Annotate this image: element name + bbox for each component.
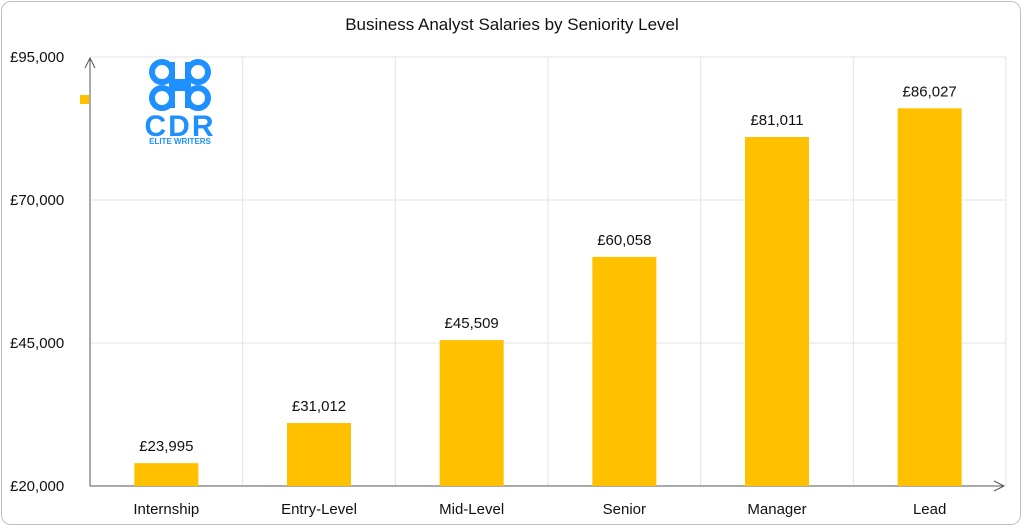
y-tick-labels: £20,000 £45,000 £70,000 £95,000 xyxy=(10,49,64,495)
x-category-label: Manager xyxy=(747,501,806,518)
logo-mark-icon xyxy=(149,59,211,111)
legend-marker xyxy=(80,95,89,104)
x-axis-arrow xyxy=(993,480,1006,492)
bars xyxy=(134,108,962,486)
y-tick-label: £70,000 xyxy=(10,192,64,209)
cdr-logo: CDR ELITE WRITERS xyxy=(145,59,216,146)
bar xyxy=(592,256,657,486)
bar xyxy=(134,463,199,486)
axes xyxy=(84,56,1006,492)
y-axis-arrow xyxy=(84,56,96,69)
logo-text: CDR xyxy=(145,110,216,143)
bar xyxy=(287,423,351,486)
x-category-label: Internship xyxy=(133,501,199,518)
bar-data-label: £86,027 xyxy=(903,83,957,100)
x-category-label: Senior xyxy=(603,501,646,518)
x-category-label: Mid-Level xyxy=(439,501,504,518)
bar-data-label: £31,012 xyxy=(292,398,346,415)
x-category-label: Entry-Level xyxy=(281,501,357,518)
x-category-label: Lead xyxy=(913,501,946,518)
bar-data-label: £23,995 xyxy=(139,438,193,455)
bar xyxy=(439,340,504,486)
bar-data-label: £45,509 xyxy=(445,315,499,332)
bar xyxy=(745,137,809,486)
y-tick-label: £95,000 xyxy=(10,49,64,66)
grid-lines xyxy=(90,56,1007,486)
y-tick-label: £20,000 xyxy=(10,478,64,495)
bar xyxy=(897,108,962,486)
category-labels: Internship Entry-Level Mid-Level Senior Mana… xyxy=(133,501,946,518)
bar-data-label: £60,058 xyxy=(597,232,651,249)
bar-data-label: £81,011 xyxy=(750,112,803,129)
chart-title: Business Analyst Salaries by Seniority L… xyxy=(345,15,679,34)
data-labels: £23,995 £31,012 £45,509 £60,058 £81,011 £86,0… xyxy=(139,83,957,455)
logo-subtext: ELITE WRITERS xyxy=(149,137,211,146)
y-tick-label: £45,000 xyxy=(10,335,64,352)
